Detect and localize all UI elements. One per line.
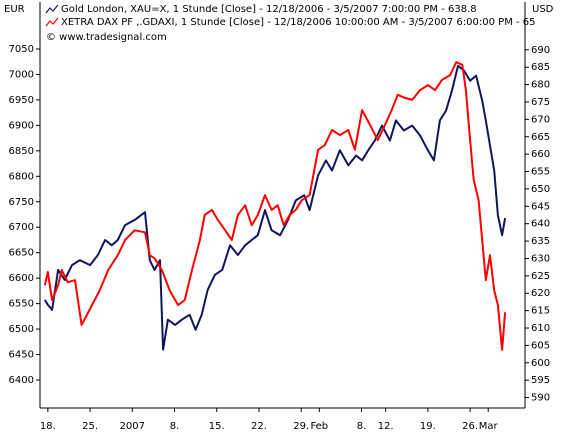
y-tick-label: 6750 xyxy=(9,197,34,208)
y2-tick-label: 655 xyxy=(531,167,550,178)
x-tick-label: Feb xyxy=(310,421,328,432)
x-tick-label: 15. xyxy=(209,421,225,432)
y-tick-label: 6550 xyxy=(9,299,34,310)
y2-tick-label: 675 xyxy=(531,97,550,108)
y-tick-label: 6900 xyxy=(9,120,34,131)
y-tick-label: 6400 xyxy=(9,375,34,386)
legend-icon xyxy=(45,4,59,14)
y2-tick-label: 625 xyxy=(531,271,550,282)
y-tick-label: 6850 xyxy=(9,146,34,157)
y2-tick-label: 690 xyxy=(531,45,550,56)
y2-tick-label: 595 xyxy=(531,375,550,386)
y2-tick-label: 630 xyxy=(531,253,550,264)
y-tick-label: 6800 xyxy=(9,171,34,182)
y2-tick-label: 645 xyxy=(531,201,550,212)
x-tick-label: 2007 xyxy=(120,421,145,432)
y-tick-label: 6950 xyxy=(9,95,34,106)
y2-tick-label: 610 xyxy=(531,323,550,334)
y2-tick-label: 635 xyxy=(531,236,550,247)
y2-tick-label: 665 xyxy=(531,132,550,143)
legend-label: XETRA DAX PF ,.GDAXI, 1 Stunde [Close] -… xyxy=(61,17,536,28)
x-tick-label: 19. xyxy=(420,421,436,432)
y2-tick-label: 605 xyxy=(531,340,550,351)
x-tick-label: 12. xyxy=(378,421,394,432)
x-tick-label: 22. xyxy=(251,421,267,432)
x-tick-label: 8. xyxy=(357,421,367,432)
x-tick-label: 26. xyxy=(462,421,478,432)
y2-tick-label: 670 xyxy=(531,114,550,125)
y2-tick-label: 685 xyxy=(531,62,550,73)
y2-tick-label: 615 xyxy=(531,306,550,317)
x-tick-label: 18. xyxy=(40,421,56,432)
y-tick-label: 6500 xyxy=(9,324,34,335)
legend-label: Gold London, XAU=X, 1 Stunde [Close] - 1… xyxy=(61,4,477,15)
y2-tick-label: 680 xyxy=(531,80,550,91)
series-line xyxy=(43,64,507,351)
y2-tick-label: 640 xyxy=(531,219,550,230)
legend-icon xyxy=(45,17,59,27)
y-tick-label: 6650 xyxy=(9,248,34,259)
y-tick-label: 6700 xyxy=(9,222,34,233)
left-unit: EUR xyxy=(4,4,25,15)
y2-tick-label: 650 xyxy=(531,184,550,195)
y-tick-label: 7050 xyxy=(9,44,34,55)
y2-tick-label: 660 xyxy=(531,149,550,160)
y2-tick-label: 620 xyxy=(531,288,550,299)
y-tick-label: 6450 xyxy=(9,350,34,361)
x-tick-label: 8. xyxy=(170,421,180,432)
right-unit: USD xyxy=(532,4,554,15)
y2-tick-label: 590 xyxy=(531,393,550,404)
y2-tick-label: 600 xyxy=(531,358,550,369)
y-tick-label: 6600 xyxy=(9,273,34,284)
y-tick-label: 7000 xyxy=(9,69,34,80)
x-tick-label: Mar xyxy=(479,421,499,432)
x-tick-label: 29. xyxy=(293,421,309,432)
copyright: © www.tradesignal.com xyxy=(46,32,167,43)
x-tick-label: 25. xyxy=(82,421,98,432)
series-line xyxy=(43,61,507,351)
